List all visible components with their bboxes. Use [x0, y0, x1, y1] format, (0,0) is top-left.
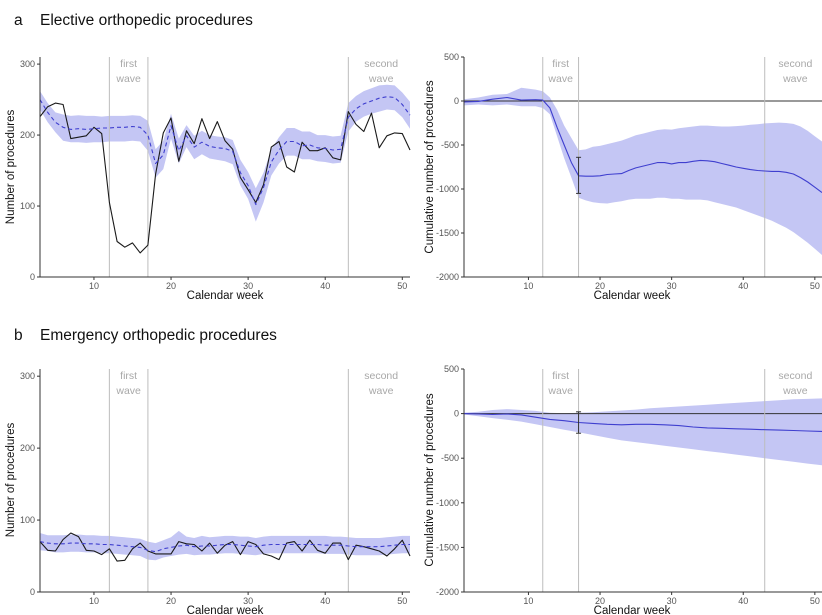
first-wave-label: wave — [547, 73, 573, 85]
x-tick-label: 40 — [320, 281, 330, 291]
y-tick-label: 300 — [20, 59, 35, 69]
second-wave-label: wave — [368, 385, 394, 397]
x-tick-label: 20 — [595, 281, 605, 291]
x-tick-label: 30 — [243, 281, 253, 291]
y-tick-label: 0 — [454, 409, 459, 419]
emergency-weekly-chart: first wave second wave 0 100 200 300 10 20 30 40 50 C… — [5, 369, 411, 615]
x-axis-title: Calendar week — [594, 605, 671, 615]
x-tick-label: 20 — [166, 596, 176, 606]
first-wave-label: wave — [115, 385, 141, 397]
x-tick-label: 30 — [667, 596, 677, 606]
x-tick-label: 40 — [738, 596, 748, 606]
second-wave-label: second — [778, 58, 812, 70]
elective-weekly-chart: first wave second wave 0 100 200 300 10 20 30 40 50 C… — [5, 57, 411, 302]
cumulative-series-line — [463, 96, 822, 193]
y-axis-title: Number of procedures — [5, 423, 17, 538]
expected-series-line — [39, 96, 411, 206]
x-tick-label: 50 — [397, 596, 407, 606]
x-axis-title: Calendar week — [187, 290, 264, 302]
x-tick-label: 30 — [667, 281, 677, 291]
y-axis-title: Cumulative number of procedures — [424, 80, 436, 253]
x-tick-label: 10 — [89, 281, 99, 291]
first-wave-label: first — [552, 370, 569, 382]
first-wave-label: wave — [115, 73, 141, 85]
emergency-cumulative-chart: first wave second wave -2000 -1500 -1000 -500 0 5… — [424, 364, 822, 615]
cumulative-series-line — [463, 413, 822, 432]
second-wave-label: wave — [782, 385, 808, 397]
x-tick-label: 20 — [595, 596, 605, 606]
y-tick-label: -500 — [441, 140, 459, 150]
y-tick-label: 0 — [454, 96, 459, 106]
y-tick-label: -1000 — [436, 498, 459, 508]
y-tick-label: -1500 — [436, 542, 459, 552]
x-tick-label: 10 — [523, 281, 533, 291]
y-tick-label: 500 — [444, 364, 459, 374]
x-tick-label: 10 — [89, 596, 99, 606]
second-wave-label: wave — [368, 73, 394, 85]
y-tick-label: 500 — [444, 52, 459, 62]
y-axis-title: Number of procedures — [5, 110, 17, 225]
second-wave-label: second — [778, 370, 812, 382]
second-wave-label: second — [364, 370, 398, 382]
observed-series-line — [39, 532, 411, 562]
first-wave-label: wave — [547, 385, 573, 397]
x-tick-label: 10 — [523, 596, 533, 606]
x-axis-title: Calendar week — [187, 605, 264, 615]
x-tick-label: 20 — [166, 281, 176, 291]
x-tick-label: 50 — [810, 281, 820, 291]
y-axis-title: Cumulative number of procedures — [424, 393, 436, 566]
y-tick-label: 300 — [20, 371, 35, 381]
y-tick-label: -1000 — [436, 184, 459, 194]
y-tick-label: 0 — [30, 272, 35, 282]
panel-a-title: Elective orthopedic procedures — [40, 12, 253, 29]
confidence-band — [40, 84, 410, 222]
expected-series-line — [39, 541, 410, 553]
panel-b-letter: b — [14, 327, 23, 344]
y-tick-label: 100 — [20, 515, 35, 525]
x-axis-title: Calendar week — [594, 290, 671, 302]
panel-b-title: Emergency orthopedic procedures — [40, 327, 277, 344]
x-tick-label: 40 — [320, 596, 330, 606]
elective-cumulative-chart: first wave second wave -2000 -1500 -1000 -500 0 5… — [424, 52, 822, 302]
y-tick-label: -2000 — [436, 272, 459, 282]
x-tick-label: 30 — [243, 596, 253, 606]
first-wave-label: first — [120, 58, 137, 70]
first-wave-label: first — [120, 370, 137, 382]
y-tick-label: 200 — [20, 130, 35, 140]
confidence-band — [464, 87, 822, 255]
y-tick-label: 0 — [30, 587, 35, 597]
y-tick-label: 200 — [20, 443, 35, 453]
first-wave-label: first — [552, 58, 569, 70]
y-tick-label: -1500 — [436, 228, 459, 238]
confidence-band — [464, 398, 822, 466]
y-tick-label: -500 — [441, 453, 459, 463]
x-tick-label: 50 — [810, 596, 820, 606]
second-wave-label: wave — [782, 73, 808, 85]
y-tick-label: -2000 — [436, 587, 459, 597]
observed-series-line — [39, 102, 411, 254]
x-tick-label: 40 — [738, 281, 748, 291]
y-tick-label: 100 — [20, 201, 35, 211]
second-wave-label: second — [364, 58, 398, 70]
panel-a-letter: a — [14, 12, 23, 29]
x-tick-label: 50 — [397, 281, 407, 291]
